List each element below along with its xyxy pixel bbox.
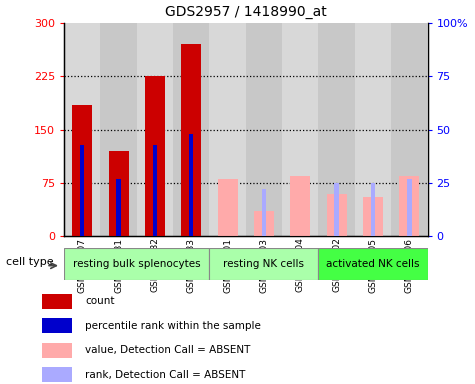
Bar bbox=[391, 23, 428, 236]
Text: cell type: cell type bbox=[7, 257, 54, 267]
Bar bbox=[137, 23, 173, 236]
Title: GDS2957 / 1418990_at: GDS2957 / 1418990_at bbox=[165, 5, 327, 19]
Bar bbox=[318, 248, 428, 280]
Bar bbox=[327, 194, 347, 236]
Bar bbox=[407, 179, 411, 236]
Bar bbox=[334, 183, 339, 236]
Bar bbox=[101, 23, 137, 236]
Bar bbox=[42, 294, 72, 309]
Bar bbox=[262, 189, 266, 236]
Bar bbox=[181, 44, 201, 236]
Bar bbox=[145, 76, 165, 236]
Bar bbox=[282, 23, 318, 236]
Text: value, Detection Call = ABSENT: value, Detection Call = ABSENT bbox=[85, 345, 250, 355]
Bar bbox=[64, 248, 209, 280]
Bar bbox=[399, 176, 419, 236]
Bar bbox=[64, 23, 101, 236]
Bar bbox=[80, 144, 85, 236]
Bar bbox=[290, 176, 310, 236]
Bar bbox=[42, 318, 72, 333]
Bar bbox=[209, 248, 318, 280]
Bar bbox=[116, 179, 121, 236]
Bar bbox=[355, 23, 391, 236]
Text: count: count bbox=[85, 296, 114, 306]
Bar bbox=[42, 367, 72, 382]
Bar bbox=[363, 197, 383, 236]
Text: percentile rank within the sample: percentile rank within the sample bbox=[85, 321, 261, 331]
Text: resting NK cells: resting NK cells bbox=[223, 259, 304, 269]
Bar bbox=[189, 134, 193, 236]
Bar bbox=[371, 183, 375, 236]
Text: rank, Detection Call = ABSENT: rank, Detection Call = ABSENT bbox=[85, 369, 246, 380]
Bar bbox=[153, 144, 157, 236]
Bar bbox=[42, 343, 72, 358]
Bar bbox=[318, 23, 355, 236]
Bar bbox=[109, 151, 129, 236]
Bar bbox=[72, 105, 92, 236]
Text: resting bulk splenocytes: resting bulk splenocytes bbox=[73, 259, 200, 269]
Bar bbox=[246, 23, 282, 236]
Bar bbox=[218, 179, 238, 236]
Bar bbox=[254, 211, 274, 236]
Bar bbox=[209, 23, 246, 236]
Text: activated NK cells: activated NK cells bbox=[326, 259, 420, 269]
Bar bbox=[173, 23, 209, 236]
